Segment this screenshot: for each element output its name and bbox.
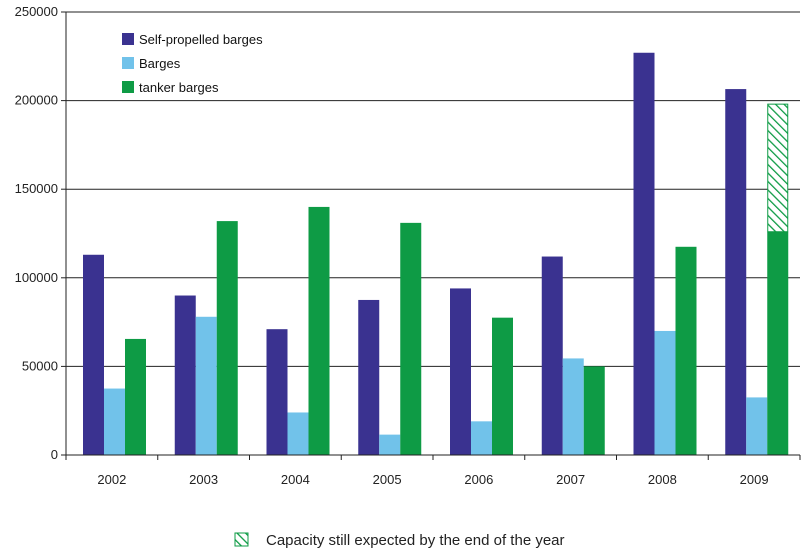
bar-self-propelled-barges-2002 xyxy=(83,254,104,455)
bar-self-propelled-barges-2003 xyxy=(174,295,196,455)
bar-tanker-barges-2005 xyxy=(400,222,422,455)
legend-swatch xyxy=(122,81,134,93)
bar-self-propelled-barges-2006 xyxy=(450,288,471,455)
bar-barges-2003 xyxy=(195,316,217,455)
x-tick-label: 2009 xyxy=(740,472,769,487)
bar-tanker-barges-2006 xyxy=(492,317,513,455)
x-tick-label: 2007 xyxy=(556,472,585,487)
x-tick-label: 2005 xyxy=(373,472,402,487)
bar-tanker-barges-2003 xyxy=(216,221,238,455)
bar-expected-capacity-2009 xyxy=(767,103,789,233)
legend-swatch xyxy=(122,33,134,45)
x-axis-ticks: 2002 2003 2004 2005 2006 2007 2008 2009 xyxy=(65,455,801,487)
bar-tanker-barges-2009 xyxy=(767,231,789,455)
bar-tanker-barges-2008 xyxy=(675,246,697,455)
legend-label: Barges xyxy=(139,56,181,71)
x-tick-label: 2006 xyxy=(464,472,493,487)
x-tick-label: 2002 xyxy=(97,472,126,487)
bar-self-propelled-barges-2004 xyxy=(266,329,288,455)
y-axis-ticks: 0 50000 100000 150000 200000 250000 xyxy=(15,4,66,462)
expected-capacity-swatch xyxy=(234,532,249,547)
bar-self-propelled-barges-2009 xyxy=(725,89,747,455)
legend-swatch xyxy=(122,57,134,69)
bar-tanker-barges-2007 xyxy=(583,366,605,455)
y-tick-label: 150000 xyxy=(15,181,58,196)
bar-barges-2002 xyxy=(104,388,125,455)
bar-tanker-barges-2002 xyxy=(125,338,146,455)
x-tick-label: 2004 xyxy=(281,472,310,487)
bar-barges-2004 xyxy=(287,412,309,455)
y-tick-label: 200000 xyxy=(15,93,58,108)
y-tick-label: 0 xyxy=(51,447,58,462)
bar-self-propelled-barges-2007 xyxy=(541,256,563,455)
y-tick-label: 100000 xyxy=(15,270,58,285)
bars xyxy=(83,52,789,455)
y-tick-label: 250000 xyxy=(15,4,58,19)
bar-barges-2009 xyxy=(746,397,768,455)
bar-barges-2006 xyxy=(471,421,492,455)
expected-capacity-label: Capacity still expected by the end of th… xyxy=(266,532,565,549)
bar-self-propelled-barges-2008 xyxy=(633,52,655,455)
legend-label: tanker barges xyxy=(139,80,219,95)
bar-barges-2008 xyxy=(654,330,676,455)
legend-label: Self-propelled barges xyxy=(139,32,263,47)
x-tick-label: 2003 xyxy=(189,472,218,487)
bar-tanker-barges-2004 xyxy=(308,206,330,455)
x-tick-label: 2008 xyxy=(648,472,677,487)
bar-self-propelled-barges-2005 xyxy=(358,299,380,455)
expected-capacity-note: Capacity still expected by the end of th… xyxy=(234,532,565,549)
y-tick-label: 50000 xyxy=(22,358,58,373)
bar-barges-2005 xyxy=(379,434,401,455)
bar-barges-2007 xyxy=(562,358,584,455)
legend: Self-propelled barges Barges tanker barges xyxy=(122,32,263,95)
